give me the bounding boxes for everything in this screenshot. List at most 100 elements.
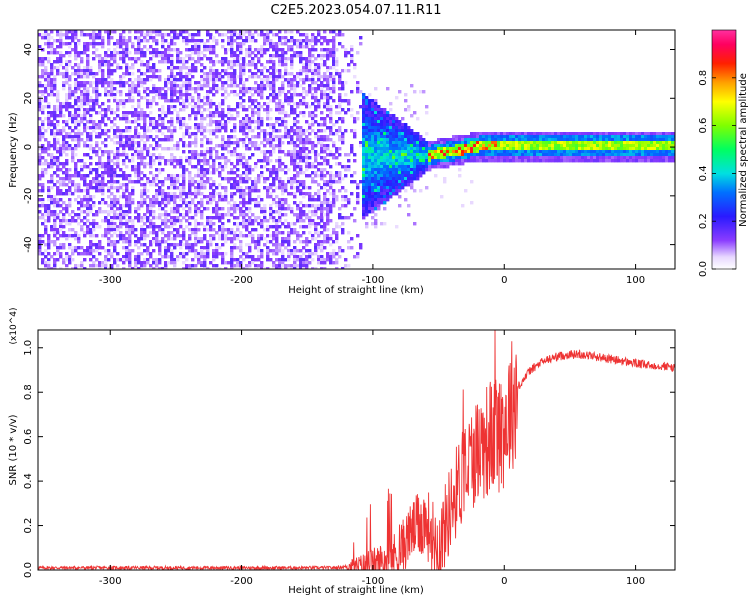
spectrogram-cell xyxy=(332,36,336,40)
spectrogram-cell xyxy=(209,153,213,157)
spectrogram-cell xyxy=(266,177,270,181)
spectrogram-cell xyxy=(389,123,393,127)
spectrogram-cell xyxy=(158,243,162,247)
spectrogram-cell xyxy=(65,204,69,208)
spectrogram-cell xyxy=(74,153,78,157)
spectrogram-cell xyxy=(239,243,243,247)
spectrogram-cell xyxy=(317,39,321,43)
spectrogram-cell xyxy=(308,48,312,52)
spectrogram-cell xyxy=(164,135,168,139)
spectrogram-cell xyxy=(293,264,297,268)
spectrogram-cell xyxy=(56,198,60,202)
spectrogram-cell xyxy=(230,246,234,250)
spectrogram-cell xyxy=(254,180,258,184)
spectrogram-cell xyxy=(293,267,297,269)
spectrogram-cell xyxy=(266,69,270,73)
spectrogram-cell xyxy=(383,183,387,187)
spectrogram-cell xyxy=(299,213,303,217)
spectrogram-cell xyxy=(149,120,153,124)
spectrogram-cell xyxy=(122,60,126,64)
spectrogram-cell xyxy=(173,129,177,133)
spectrogram-cell xyxy=(266,225,270,229)
spectrogram-cell xyxy=(323,36,327,40)
spectrogram-cell xyxy=(362,126,366,130)
spectrogram-cell xyxy=(308,252,312,256)
spectrogram-cell xyxy=(242,216,246,220)
spectrogram-cell xyxy=(320,36,324,40)
spectrogram-cell xyxy=(287,99,291,103)
spectrogram-cell xyxy=(128,93,132,97)
spectrogram-cell xyxy=(170,48,174,52)
spectrogram-cell xyxy=(257,249,261,253)
spectrogram-cell xyxy=(101,174,105,178)
spectrogram-cell xyxy=(272,147,276,151)
spectrogram-cell xyxy=(275,231,279,235)
spectrogram-cell xyxy=(230,60,234,64)
spectrogram-cell xyxy=(83,216,87,220)
spectrogram-cell xyxy=(362,123,366,127)
spectrogram-cell xyxy=(158,33,162,37)
spectrogram-cell xyxy=(362,102,366,106)
spectrogram-cell xyxy=(320,186,324,190)
spectrogram-cell xyxy=(302,138,306,142)
spectrogram-cell xyxy=(92,150,96,154)
spectrogram-cell xyxy=(257,177,261,181)
spectrogram-cell xyxy=(368,207,372,211)
spectrogram-cell xyxy=(173,87,177,91)
spectrogram-cell xyxy=(173,90,177,94)
spectrogram-cell xyxy=(197,126,201,130)
spectrogram-cell xyxy=(149,66,153,70)
spectrogram-cell xyxy=(164,213,168,217)
spectrogram-cell xyxy=(191,69,195,73)
spectrogram-cell xyxy=(329,153,333,157)
spectrogram-cell xyxy=(38,45,42,49)
spectrogram-cell xyxy=(71,129,75,133)
spectrogram-cell xyxy=(281,150,285,154)
spectrogram-cell xyxy=(293,129,297,133)
spectrogram-cell xyxy=(287,234,291,238)
spectrogram-cell xyxy=(119,207,123,211)
spectrogram-cell xyxy=(50,144,54,148)
spectrogram-cell xyxy=(227,180,231,184)
spectrogram-cell xyxy=(281,60,285,64)
spectrogram-cell xyxy=(317,30,321,34)
spectrogram-cell xyxy=(299,207,303,211)
spectrogram-cell xyxy=(86,252,90,256)
spectrogram-cell xyxy=(260,255,264,259)
spectrogram-cell xyxy=(110,204,114,208)
spectrogram-cell xyxy=(272,189,276,193)
spectrogram-cell xyxy=(299,93,303,97)
spectrogram-cell xyxy=(179,93,183,97)
spectrogram-cell xyxy=(203,102,207,106)
spectrogram-cell xyxy=(56,123,60,127)
spectrogram-cell xyxy=(365,189,369,193)
spectrogram-cell xyxy=(389,153,393,157)
spectrogram-cell xyxy=(122,195,126,199)
spectrogram-cell xyxy=(278,147,282,151)
spectrogram-cell xyxy=(281,252,285,256)
spectrogram-cell xyxy=(128,84,132,88)
spectrogram-cell xyxy=(179,189,183,193)
spectrogram-cell xyxy=(317,75,321,79)
spectrogram-cell xyxy=(107,117,111,121)
spectrogram-cell xyxy=(164,126,168,130)
spectrogram-cell xyxy=(290,66,294,70)
spectrogram-cell xyxy=(368,129,372,133)
spectrogram-cell xyxy=(233,258,237,262)
spectrogram-cell xyxy=(122,84,126,88)
spectrogram-cell xyxy=(125,225,129,229)
spectrogram-cell xyxy=(317,153,321,157)
spectrogram-cell xyxy=(287,168,291,172)
spectrogram-cell xyxy=(236,105,240,109)
spectrogram-cell xyxy=(41,33,45,37)
spectrogram-cell xyxy=(146,249,150,253)
spectrogram-cell xyxy=(311,117,315,121)
spectrogram-cell xyxy=(284,69,288,73)
spectrogram-cell xyxy=(230,150,234,154)
spectrogram-cell xyxy=(125,48,129,52)
spectrogram-cell xyxy=(47,213,51,217)
spectrogram-cell xyxy=(290,162,294,166)
spectrogram-cell xyxy=(284,135,288,139)
spectrogram-cell xyxy=(134,60,138,64)
